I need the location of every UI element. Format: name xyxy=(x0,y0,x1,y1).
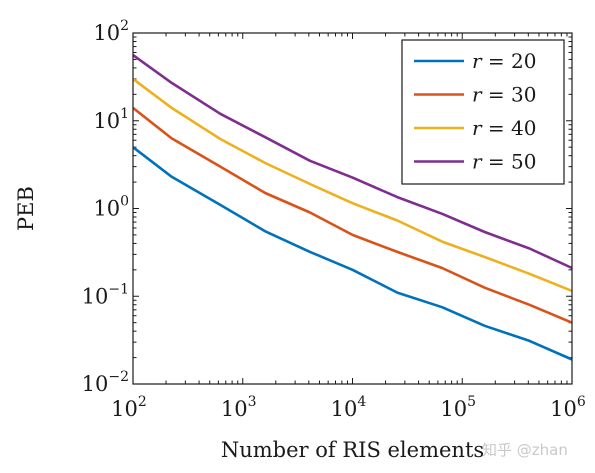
series-line-2 xyxy=(132,106,573,324)
y-tick-label: 10−1 xyxy=(82,281,129,308)
legend: r = 20 r = 30 r = 40 r = 50 xyxy=(401,39,565,185)
legend-label-3: r = 40 xyxy=(472,116,536,140)
y-tick-label: 10−2 xyxy=(82,369,129,396)
legend-label-2: r = 30 xyxy=(472,83,536,107)
plot-frame xyxy=(132,32,573,385)
x-tick-label: 105 xyxy=(440,394,476,421)
legend-label-4: r = 50 xyxy=(472,150,536,174)
y-tick-label: 101 xyxy=(93,106,129,133)
watermark-text: 知乎 @zhan xyxy=(482,441,568,459)
x-tick-label: 106 xyxy=(550,394,586,421)
x-tick-label: 103 xyxy=(221,394,257,421)
legend-items: r = 20 r = 30 r = 40 r = 50 xyxy=(414,49,536,174)
series-line-1 xyxy=(132,146,573,361)
y-tick-label: 102 xyxy=(93,18,129,45)
series-line-4 xyxy=(132,54,573,270)
x-tick-label: 102 xyxy=(111,394,147,421)
y-tick-label: 100 xyxy=(93,194,129,221)
legend-box xyxy=(401,39,565,185)
series-layer xyxy=(132,54,573,361)
legend-label-1: r = 20 xyxy=(472,49,536,73)
x-axis-title: Number of RIS elements xyxy=(221,438,484,462)
y-axis-title: PEB xyxy=(14,186,38,231)
series-line-3 xyxy=(132,77,573,293)
x-tick-labels: 102 103 104 105 106 xyxy=(111,394,586,421)
y-tick-labels: 10−2 10−1 100 101 102 xyxy=(82,18,129,396)
x-tick-label: 104 xyxy=(331,394,367,421)
